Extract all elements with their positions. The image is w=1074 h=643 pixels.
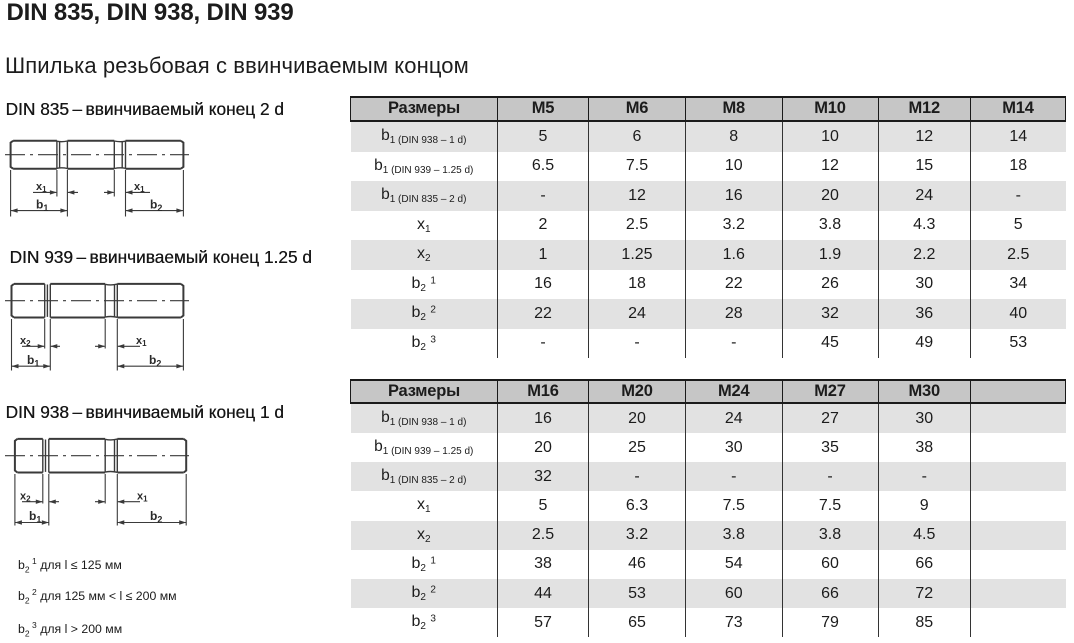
svg-text:b2: b2 [150, 509, 162, 525]
svg-text:x2: x2 [20, 335, 31, 348]
svg-text:x1: x1 [137, 491, 148, 504]
svg-text:b1: b1 [36, 198, 48, 214]
svg-text:x1: x1 [134, 181, 145, 194]
svg-text:b2: b2 [150, 198, 162, 214]
svg-text:b1: b1 [27, 353, 39, 369]
svg-text:b1: b1 [29, 509, 41, 525]
svg-text:x1: x1 [36, 181, 47, 194]
svg-text:b2: b2 [149, 353, 161, 369]
svg-text:x1: x1 [136, 335, 147, 348]
svg-text:x2: x2 [20, 491, 31, 504]
